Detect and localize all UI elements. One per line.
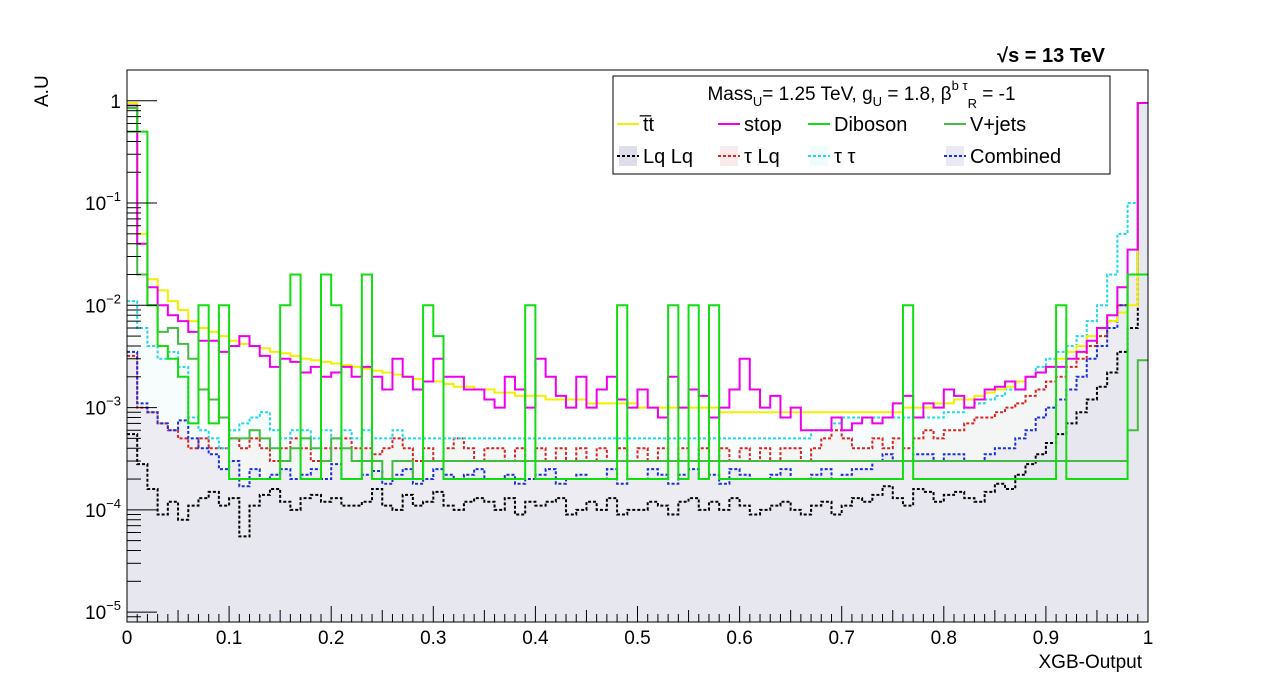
energy-label: √s = 13 TeV (997, 45, 1106, 67)
x-tick-label: 0.9 (1033, 628, 1059, 649)
series-diboson (127, 107, 1148, 481)
x-tick-label: 0.8 (931, 628, 957, 649)
x-tick-label: 0.7 (828, 628, 854, 649)
x-tick-label: 0.6 (726, 628, 752, 649)
legend-label-lqlq: Lq Lq (643, 146, 693, 168)
x-tick-label: 1 (1143, 628, 1154, 649)
x-axis: 0 0.1 0.2 0.3 0.4 0.5 0.6 0.7 0.8 0.9 1 (122, 606, 1154, 649)
legend-label-combined: Combined (970, 146, 1061, 168)
histogram-lines (127, 102, 1148, 538)
legend: MassU= 1.25 TeV, gU = 1.8, βb τR = -1 t̅t… (612, 75, 1111, 175)
y-tick-label: 10−3 (85, 394, 121, 420)
series-lqlq (127, 102, 1148, 538)
legend-header: MassU= 1.25 TeV, gU = 1.8, βb τR = -1 (707, 78, 1015, 111)
legend-label-stop: stop (744, 114, 782, 136)
y-tick-label: 10−2 (85, 291, 121, 317)
legend-label-tautau: τ τ (834, 146, 855, 168)
legend-label-diboson: Diboson (834, 114, 907, 136)
legend-label-taulq: τ Lq (744, 146, 780, 168)
y-tick-label: 10−1 (85, 189, 121, 215)
series-taulq (127, 102, 1148, 463)
legend-box (612, 75, 1111, 175)
x-tick-label: 0.5 (624, 628, 650, 649)
y-tick-label: 10−4 (85, 496, 121, 522)
x-tick-label: 0.4 (522, 628, 549, 649)
x-tick-label: 0.3 (420, 628, 446, 649)
y-axis-label: A.U (32, 75, 53, 107)
series-vjets (127, 130, 1148, 481)
x-axis-label: XGB-Output (1039, 652, 1143, 673)
y-tick-label: 10−5 (85, 598, 121, 624)
x-tick-label: 0.1 (216, 628, 242, 649)
y-tick-label: 1 (110, 92, 121, 113)
x-tick-label: 0.2 (318, 628, 344, 649)
legend-label-ttbar: t̅t (640, 114, 655, 136)
x-tick-label: 0 (122, 628, 133, 649)
y-axis: 10−5 10−4 10−3 10−2 10−1 1 (85, 69, 157, 624)
legend-label-vjets: V+jets (970, 114, 1026, 136)
